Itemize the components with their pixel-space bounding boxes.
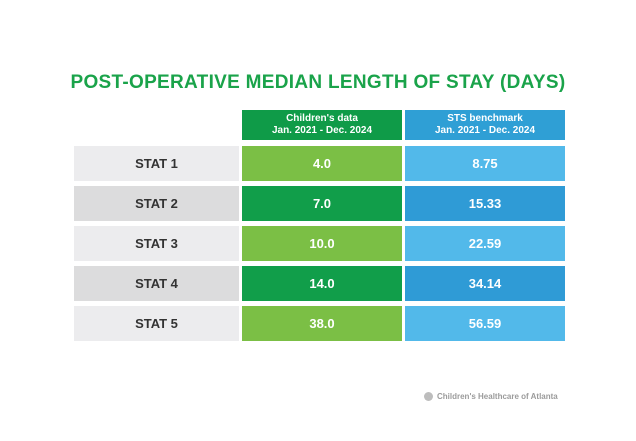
footer-logo: Children's Healthcare of Atlanta bbox=[424, 392, 558, 401]
data-table: Children's data Jan. 2021 - Dec. 2024 ST… bbox=[74, 110, 566, 341]
sts-value-cell: 22.59 bbox=[405, 226, 565, 261]
column-header-childrens-data: Children's data Jan. 2021 - Dec. 2024 bbox=[242, 110, 402, 140]
sts-value-cell: 8.75 bbox=[405, 146, 565, 181]
childrens-value-cell: 14.0 bbox=[242, 266, 402, 301]
row-label: STAT 1 bbox=[74, 146, 239, 181]
childrens-value-cell: 10.0 bbox=[242, 226, 402, 261]
column-header-period: Jan. 2021 - Dec. 2024 bbox=[271, 125, 373, 136]
column-header-name: STS benchmark bbox=[447, 113, 523, 124]
sts-value-cell: 34.14 bbox=[405, 266, 565, 301]
sts-value-cell: 15.33 bbox=[405, 186, 565, 221]
row-label: STAT 2 bbox=[74, 186, 239, 221]
table-row: STAT 4 14.0 34.14 bbox=[74, 266, 566, 301]
column-header-period: Jan. 2021 - Dec. 2024 bbox=[434, 125, 536, 136]
column-header-sts-benchmark: STS benchmark Jan. 2021 - Dec. 2024 bbox=[405, 110, 565, 140]
table-row: STAT 1 4.0 8.75 bbox=[74, 146, 566, 181]
row-label: STAT 3 bbox=[74, 226, 239, 261]
sts-value-cell: 56.59 bbox=[405, 306, 565, 341]
childrens-value-cell: 4.0 bbox=[242, 146, 402, 181]
table-row: STAT 3 10.0 22.59 bbox=[74, 226, 566, 261]
table-row: STAT 5 38.0 56.59 bbox=[74, 306, 566, 341]
chart-title: POST-OPERATIVE MEDIAN LENGTH OF STAY (DA… bbox=[70, 72, 566, 93]
table-row: STAT 2 7.0 15.33 bbox=[74, 186, 566, 221]
table-header-row: Children's data Jan. 2021 - Dec. 2024 ST… bbox=[74, 110, 566, 140]
header-spacer bbox=[74, 110, 239, 140]
childrens-value-cell: 38.0 bbox=[242, 306, 402, 341]
column-header-name: Children's data bbox=[286, 113, 358, 124]
childrens-value-cell: 7.0 bbox=[242, 186, 402, 221]
row-label: STAT 4 bbox=[74, 266, 239, 301]
row-label: STAT 5 bbox=[74, 306, 239, 341]
logo-icon bbox=[424, 392, 433, 401]
logo-text: Children's Healthcare of Atlanta bbox=[437, 392, 558, 401]
